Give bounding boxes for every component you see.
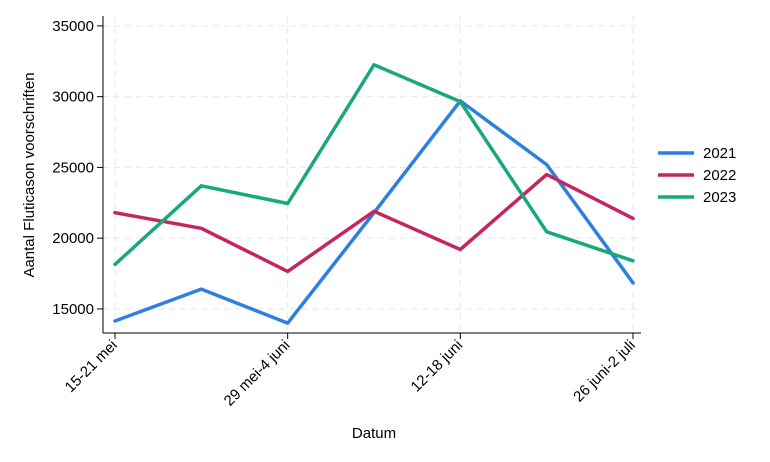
y-tick-label: 25000: [52, 159, 94, 176]
y-tick-label: 20000: [52, 230, 94, 247]
series-line-2023: [113, 63, 635, 267]
y-tick-label: 15000: [52, 301, 94, 318]
legend-label-2022: 2022: [703, 167, 736, 184]
series-lines: [113, 63, 635, 325]
legend-label-2021: 2021: [703, 145, 736, 162]
y-tick-label: 35000: [52, 18, 94, 35]
x-axis-title: Datum: [352, 425, 396, 442]
series-line-2022: [113, 172, 635, 274]
y-axis-ticks: 15000 20000 25000 30000 35000: [52, 18, 103, 318]
y-axis-title: Aantal Fluticason voorschriften: [21, 72, 38, 277]
axes: [102, 16, 641, 334]
y-tick-label: 30000: [52, 89, 94, 106]
legend: 2021 2022 2023: [658, 145, 736, 206]
legend-label-2023: 2023: [703, 189, 736, 206]
